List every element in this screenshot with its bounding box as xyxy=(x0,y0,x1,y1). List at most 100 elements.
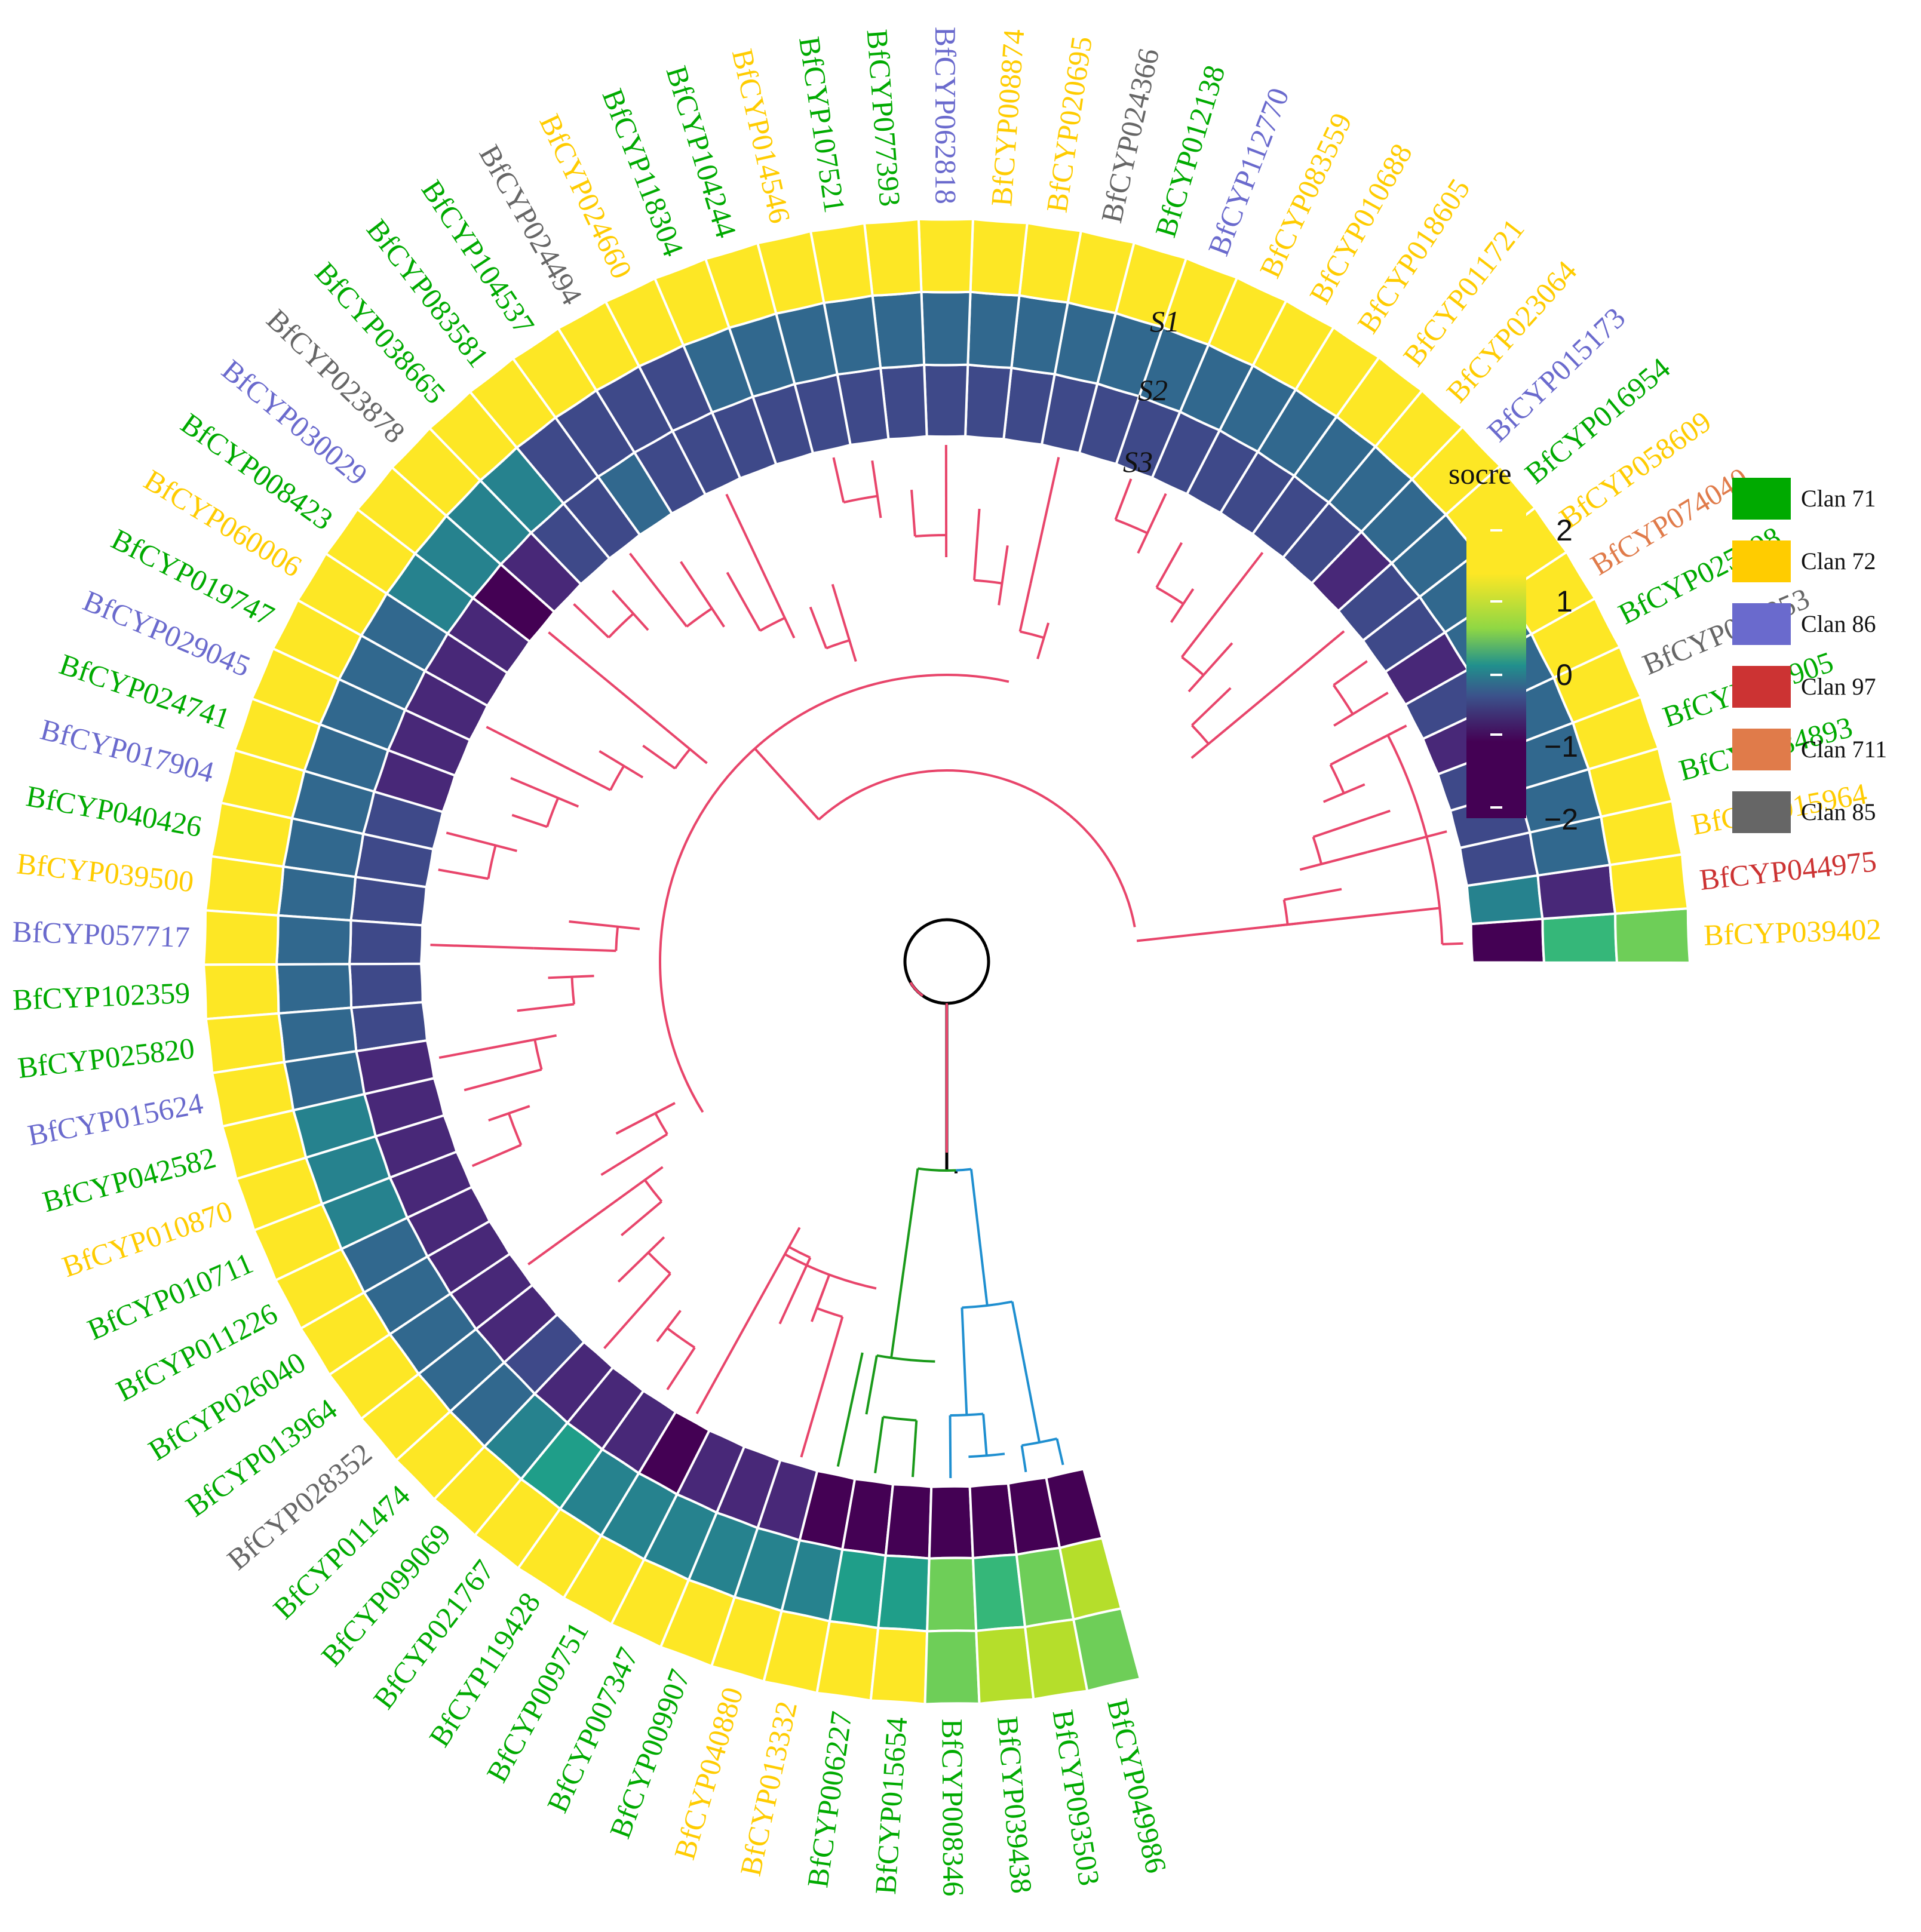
gene-label-bfcyp044975: BfCYP044975 xyxy=(1698,844,1879,896)
tree-red-branch xyxy=(827,1316,844,1363)
gene-label-bfcyp093503: BfCYP093503 xyxy=(1046,1707,1106,1888)
gene-label-bfcyp025820: BfCYP025820 xyxy=(16,1031,197,1085)
heatmap-cell-s1-bfcyp010711 xyxy=(252,1202,343,1282)
tree-red-branch xyxy=(517,1003,575,1012)
tree-blue-stem xyxy=(960,1307,968,1415)
tree-red-branch xyxy=(554,760,611,791)
clan-legend-label-clan-72: Clan 72 xyxy=(1801,548,1876,575)
tree-red-arc xyxy=(686,607,713,628)
tree-red-branch xyxy=(1191,687,1232,726)
heatmap-cell-s1-bfcyp015173 xyxy=(1410,425,1502,517)
tree-red-branch xyxy=(1330,738,1381,766)
heatmap-cell-s1-bfcyp039402 xyxy=(1614,907,1692,965)
tree-red-arc xyxy=(1115,518,1148,535)
tree-red-branch xyxy=(1333,660,1368,686)
tree-red-arc xyxy=(826,639,850,650)
tree-red-branch xyxy=(548,975,594,979)
tree-red-branch xyxy=(998,545,1009,606)
heatmap-cell-s1-bfcyp029045 xyxy=(250,647,340,726)
tree-red-branch xyxy=(871,460,882,518)
heatmap-cells xyxy=(202,217,1692,1706)
heatmap-cell-s1-bfcyp102359 xyxy=(202,963,280,1021)
gene-label-bfcyp107521: BfCYP107521 xyxy=(793,35,852,215)
track-label-s1: S1 xyxy=(1150,305,1180,338)
heatmap-cell-s3-bfcyp062818 xyxy=(923,363,969,438)
tree-red-arc xyxy=(1181,656,1205,676)
tree-red-branch xyxy=(1312,809,1391,838)
clan-legend-label-clan-711: Clan 711 xyxy=(1801,736,1887,763)
tree-red-branch xyxy=(471,1144,522,1168)
tree-green-arc xyxy=(882,1415,917,1422)
tree-red-leaf xyxy=(446,831,471,840)
legend-tick-2: 2 xyxy=(1556,514,1573,547)
heatmap-cell-s1-bfcyp044975 xyxy=(1609,853,1690,915)
heatmap-cell-s1-bfcyp118304 xyxy=(653,257,731,347)
clan-legend-label-clan-97: Clan 97 xyxy=(1801,673,1876,700)
legend-tick-neg2: −2 xyxy=(1544,803,1578,836)
tree-blue-arc xyxy=(950,1412,984,1417)
gene-label-bfcyp102359: BfCYP102359 xyxy=(12,976,191,1016)
tree-red-branch xyxy=(1299,850,1368,871)
tree-blue-leaf xyxy=(1020,1445,1027,1473)
tree-red-leaf xyxy=(1380,724,1407,741)
tree-red-arc xyxy=(1156,586,1184,605)
heatmap-cell-s3-bfcyp057717 xyxy=(348,919,424,966)
tree-red-branch xyxy=(600,1133,668,1177)
gene-label-bfcyp039500: BfCYP039500 xyxy=(15,846,195,898)
gene-label-bfcyp062818: BfCYP062818 xyxy=(929,27,962,204)
tree-red-branch xyxy=(469,837,517,852)
heatmap-cell-s2-bfcyp039402 xyxy=(1541,912,1619,964)
tree-red-arc xyxy=(818,769,1136,927)
tree-red-branch xyxy=(628,1166,664,1193)
heatmap-cell-s1-bfcyp026040 xyxy=(299,1291,392,1377)
tree-red-leaf xyxy=(486,726,556,763)
legend-tick-1: 1 xyxy=(1556,585,1573,618)
heatmap-cell-s1-bfcyp011721 xyxy=(1335,355,1424,449)
heatmap-cell-s1-bfcyp042582 xyxy=(220,1108,308,1181)
heatmap-cell-s1-bfcyp013332 xyxy=(762,1610,831,1695)
heatmap-cell-s1-bfcyp039438 xyxy=(975,1626,1035,1706)
gene-label-bfcyp015654: BfCYP015654 xyxy=(869,1716,913,1895)
clan-legend-swatch-clan-85 xyxy=(1732,791,1791,833)
clan-legend-label-clan-86: Clan 86 xyxy=(1801,610,1876,637)
heatmap-cell-s1-bfcyp015624 xyxy=(210,1061,295,1128)
tree-red-arc xyxy=(1190,724,1210,745)
heatmap-cell-s1-bfcyp093503 xyxy=(1023,1618,1089,1701)
tree-red-branch xyxy=(464,1068,542,1092)
tree-red-arc xyxy=(615,926,619,951)
tree-red-branch xyxy=(1284,887,1342,901)
tree-red-leaf xyxy=(1163,493,1167,497)
tree-green-stem xyxy=(865,1355,878,1415)
tree-green-arc xyxy=(917,1167,956,1172)
tree-red-leaf xyxy=(1029,457,1060,584)
tree-green-leaf xyxy=(874,1417,885,1473)
tree-red-arc xyxy=(643,1179,663,1203)
gene-label-bfcyp013332: BfCYP013332 xyxy=(734,1698,803,1879)
heatmap-cell-s1-bfcyp011474 xyxy=(394,1409,486,1501)
tree-red-arc xyxy=(570,976,576,1005)
heatmap-cell-s1-bfcyp084893 xyxy=(1587,747,1674,818)
legend-tick-neg1: −1 xyxy=(1544,730,1578,763)
tree-red-arc xyxy=(1329,764,1345,794)
heatmap-cell-s1-bfcyp083581 xyxy=(468,357,557,450)
heatmap-cell-s3-bfcyp102359 xyxy=(348,962,424,1009)
heatmap-cell-s1-bfcyp017904 xyxy=(219,748,306,820)
tree-red-arc xyxy=(1020,630,1045,639)
heatmap-cell-s1-bfcyp015964 xyxy=(1600,799,1684,867)
tree-red-branch xyxy=(511,813,548,828)
tree-red-branch xyxy=(1018,583,1032,632)
tree-red-branch xyxy=(611,589,649,631)
heatmap-cell-s1-bfcyp008423 xyxy=(324,507,417,595)
heatmap-cell-s1-bfcyp020695 xyxy=(1018,221,1083,304)
heatmap-cell-s1-bfcyp049986 xyxy=(1072,1607,1142,1693)
heatmap-cell-s1-bfcyp028352 xyxy=(359,1372,452,1463)
tree-blue-arc xyxy=(1021,1438,1057,1447)
heatmap-cell-s1-bfcyp112770 xyxy=(1161,256,1239,346)
heatmap-cell-s1-bfcyp025820 xyxy=(204,1012,286,1075)
heatmap-cell-s1-bfcyp006227 xyxy=(815,1620,880,1702)
heatmap-cell-s1-bfcyp015654 xyxy=(869,1627,929,1706)
tree-red-branch xyxy=(619,1273,671,1331)
heatmap-cell-s3-bfcyp008346 xyxy=(928,1485,974,1560)
clan-legend-swatch-clan-71 xyxy=(1732,478,1791,520)
tree-red-branch xyxy=(642,744,676,770)
